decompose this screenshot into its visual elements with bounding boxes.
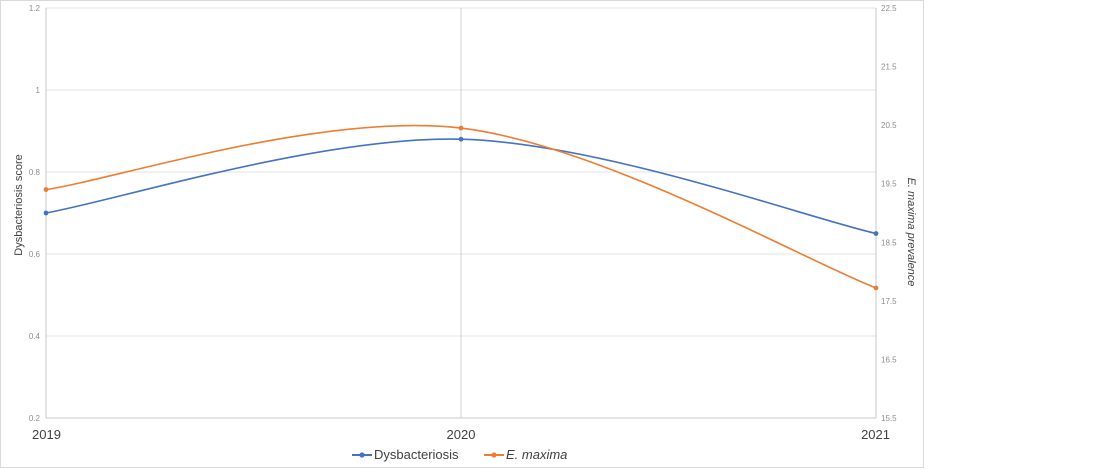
y-tick-label: 0.2 (29, 414, 41, 423)
series-lines (43, 124, 879, 291)
y-tick-label: 1.2 (29, 4, 41, 13)
legend-item-e-maxima: E. maxima (484, 447, 567, 462)
y2-tick-label: 21.5 (881, 63, 897, 72)
y2-tick-label: 17.5 (881, 297, 897, 306)
y-tick-label: 0.4 (29, 332, 41, 341)
chart-border (0, 0, 924, 468)
y2-tick-label: 19.5 (881, 180, 897, 189)
x-tick-label: 2019 (32, 427, 61, 442)
y2-axis-title: E. maxima prevalence (905, 178, 917, 287)
y-axis-title: Dysbacteriosis score (13, 154, 25, 255)
y-tick-label: 1 (36, 86, 41, 95)
data-point-e-maxima (43, 187, 49, 192)
data-point-e-maxima (458, 125, 464, 131)
y2-tick-label: 15.5 (881, 414, 897, 423)
legend-item-dysbacteriosis: Dysbacteriosis (352, 447, 459, 462)
y2-tick-label: 22.5 (881, 4, 897, 13)
tick-labels: 0.2 0.4 0.6 0.8 1 1.2 15.5 16.5 17.5 18.5 19.5 20.5… (29, 4, 897, 442)
legend-marker-e-maxima (491, 452, 497, 458)
legend-label-dysbacteriosis: Dysbacteriosis (374, 447, 459, 462)
y-tick-label: 0.8 (29, 168, 41, 177)
legend: Dysbacteriosis E. maxima (352, 447, 567, 462)
data-point-dysbacteriosis (873, 231, 879, 236)
legend-marker-dysbacteriosis (359, 452, 365, 458)
legend-label-e-maxima: E. maxima (506, 447, 567, 462)
y-tick-label: 0.6 (29, 250, 41, 259)
y2-tick-label: 18.5 (881, 238, 897, 247)
gridlines (46, 7, 876, 418)
x-tick-label: 2020 (447, 427, 476, 442)
data-point-dysbacteriosis (43, 210, 49, 216)
data-point-e-maxima (873, 285, 879, 291)
y2-tick-label: 16.5 (881, 355, 897, 364)
y2-tick-label: 20.5 (881, 121, 897, 130)
data-point-dysbacteriosis (458, 136, 464, 142)
x-tick-label: 2021 (861, 427, 890, 442)
